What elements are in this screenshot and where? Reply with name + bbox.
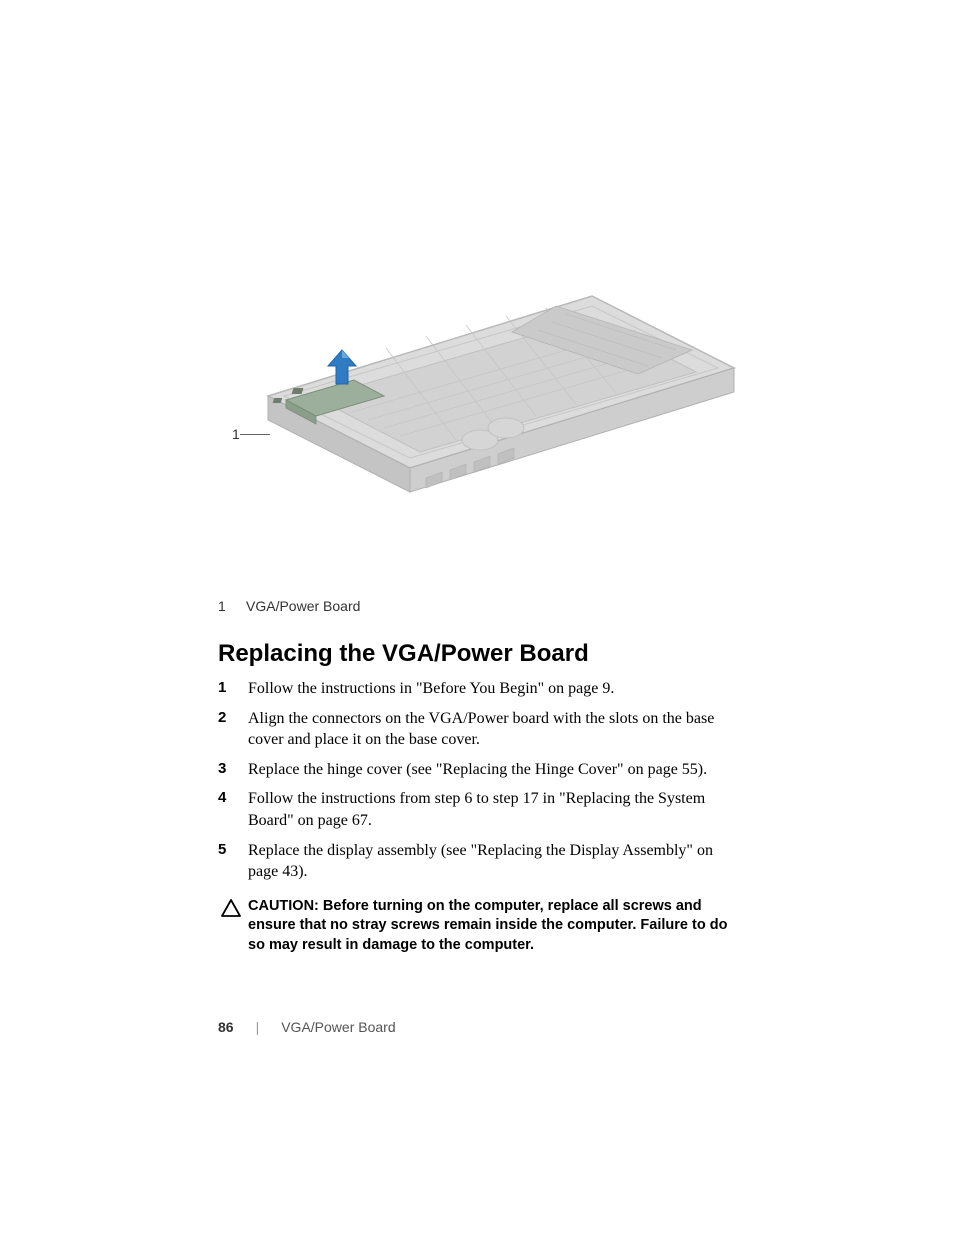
figure-callout-number: 1 xyxy=(232,426,240,442)
footer-page-number: 86 xyxy=(218,1019,234,1035)
caution-triangle-icon xyxy=(218,897,244,917)
caution-block: CAUTION: Before turning on the computer,… xyxy=(218,897,736,956)
section-heading: Replacing the VGA/Power Board xyxy=(218,640,736,668)
step-text: Align the connectors on the VGA/Power bo… xyxy=(248,708,736,751)
step-text: Follow the instructions from step 6 to s… xyxy=(248,788,736,831)
figure-area: 1 xyxy=(218,200,736,580)
legend-number: 1 xyxy=(218,598,246,614)
step-item: 5 Replace the display assembly (see "Rep… xyxy=(218,840,736,883)
step-number: 2 xyxy=(218,708,248,751)
procedure-steps: 1 Follow the instructions in "Before You… xyxy=(218,678,736,883)
footer-divider: | xyxy=(256,1019,260,1035)
step-item: 2 Align the connectors on the VGA/Power … xyxy=(218,708,736,751)
step-item: 1 Follow the instructions in "Before You… xyxy=(218,678,736,700)
caution-label: CAUTION: xyxy=(248,898,323,914)
page-footer: 86 | VGA/Power Board xyxy=(218,1019,396,1035)
step-number: 5 xyxy=(218,840,248,883)
step-item: 3 Replace the hinge cover (see "Replacin… xyxy=(218,759,736,781)
step-item: 4 Follow the instructions from step 6 to… xyxy=(218,788,736,831)
laptop-base-diagram xyxy=(256,288,736,563)
step-text: Follow the instructions in "Before You B… xyxy=(248,678,736,700)
figure-legend: 1 VGA/Power Board xyxy=(218,598,736,614)
footer-section-name: VGA/Power Board xyxy=(281,1019,395,1035)
caution-text: CAUTION: Before turning on the computer,… xyxy=(244,897,736,956)
step-text: Replace the hinge cover (see "Replacing … xyxy=(248,759,736,781)
step-number: 3 xyxy=(218,759,248,781)
legend-label: VGA/Power Board xyxy=(246,598,360,614)
step-number: 1 xyxy=(218,678,248,700)
step-number: 4 xyxy=(218,788,248,831)
step-text: Replace the display assembly (see "Repla… xyxy=(248,840,736,883)
